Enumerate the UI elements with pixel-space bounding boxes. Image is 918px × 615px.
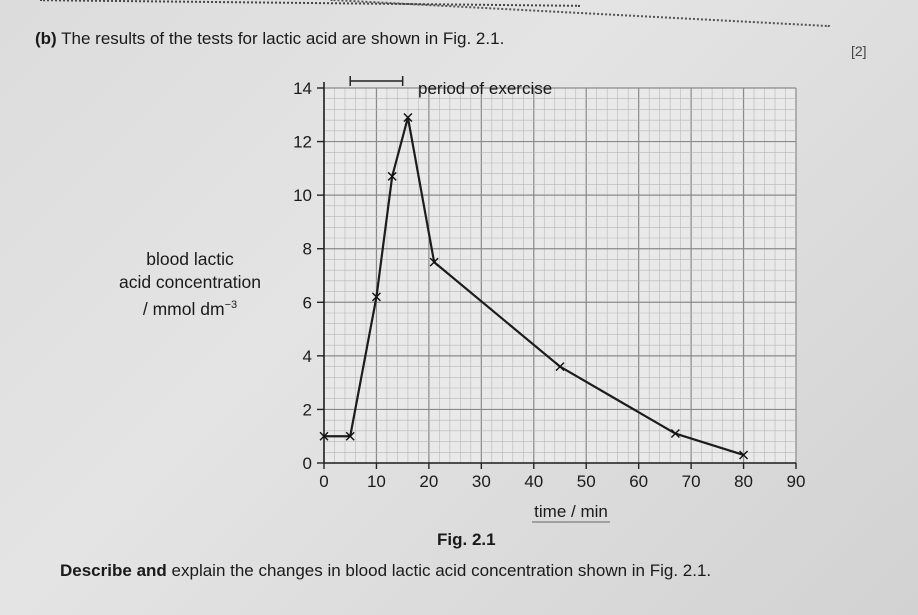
x-tick-label: 30: [472, 472, 491, 491]
y-axis-unit-exponent: −3: [224, 299, 238, 311]
x-tick-label: 10: [367, 472, 386, 491]
y-tick-label: 4: [303, 347, 312, 366]
figure-caption: Fig. 2.1: [437, 530, 496, 549]
instruction-text: Describe and explain the changes in bloo…: [60, 561, 711, 581]
y-axis-unit-text: / mmol dm: [142, 298, 225, 319]
data-point-cross: [555, 362, 565, 372]
x-tick-label: 80: [734, 472, 753, 491]
y-tick-label: 14: [293, 79, 312, 98]
y-tick-label: 8: [303, 240, 312, 259]
x-tick-label: 70: [682, 472, 701, 491]
y-axis-label-unit: / mmol dm−3: [95, 294, 285, 321]
data-point-cross: [345, 431, 355, 441]
data-point-cross: [319, 431, 329, 441]
y-axis-label-line2: acid concentration: [118, 272, 262, 292]
y-axis-label-line1: blood lactic: [146, 249, 234, 269]
data-point-cross: [387, 171, 397, 181]
x-tick-label: 40: [524, 472, 543, 491]
data-point-cross: [371, 292, 381, 302]
data-point-cross: [670, 429, 680, 439]
question-text: (b) The results of the tests for lactic …: [35, 29, 504, 49]
instruction-verb: Describe: [60, 561, 132, 580]
y-tick-label: 10: [293, 186, 312, 205]
grid-paper: [324, 88, 796, 463]
y-tick-label: 6: [303, 293, 312, 312]
instruction-rest: explain the changes in blood lactic acid…: [171, 561, 712, 580]
exercise-period-label: period of exercise: [418, 79, 552, 98]
y-axis-label: blood lactic acid concentration / mmol d…: [95, 248, 285, 321]
x-tick-label: 50: [577, 472, 596, 491]
y-tick-label: 2: [303, 400, 312, 419]
y-tick-label: 12: [293, 133, 312, 152]
y-tick-label: 0: [303, 454, 312, 473]
x-tick-label: 90: [787, 472, 806, 491]
data-point-cross: [739, 450, 749, 460]
question-part: (b): [35, 29, 57, 48]
data-point-cross: [429, 257, 439, 267]
question-body: The results of the tests for lactic acid…: [61, 29, 505, 48]
x-axis-label: time / min: [534, 502, 608, 521]
x-tick-label: 60: [629, 472, 648, 491]
data-point-cross: [403, 112, 413, 122]
previous-marks: [2]: [851, 43, 867, 59]
instruction-and: and: [136, 561, 167, 580]
x-tick-label: 20: [419, 472, 438, 491]
x-tick-label: 0: [319, 472, 328, 491]
